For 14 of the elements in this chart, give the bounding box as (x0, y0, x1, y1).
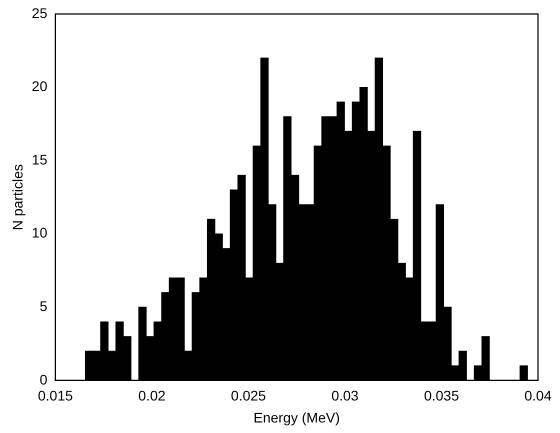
x-tick-label: 0.035 (424, 388, 460, 404)
x-tick-label: 0.025 (230, 388, 266, 404)
x-tick-label: 0.03 (331, 388, 359, 404)
x-tick-label: 0.02 (138, 388, 166, 404)
x-tick-label: 0.04 (524, 388, 552, 404)
x-tick-label: 0.015 (38, 388, 74, 404)
y-tick-label: 15 (32, 151, 48, 168)
y-tick-label: 20 (32, 78, 48, 94)
y-tick-label: 10 (32, 224, 48, 241)
y-tick-label: 0 (40, 371, 48, 388)
y-tick-label: 25 (32, 4, 48, 21)
x-axis-title: Energy (MeV) (254, 409, 340, 426)
y-axis-title: N particles (9, 164, 26, 230)
y-tick-label: 5 (40, 298, 48, 314)
